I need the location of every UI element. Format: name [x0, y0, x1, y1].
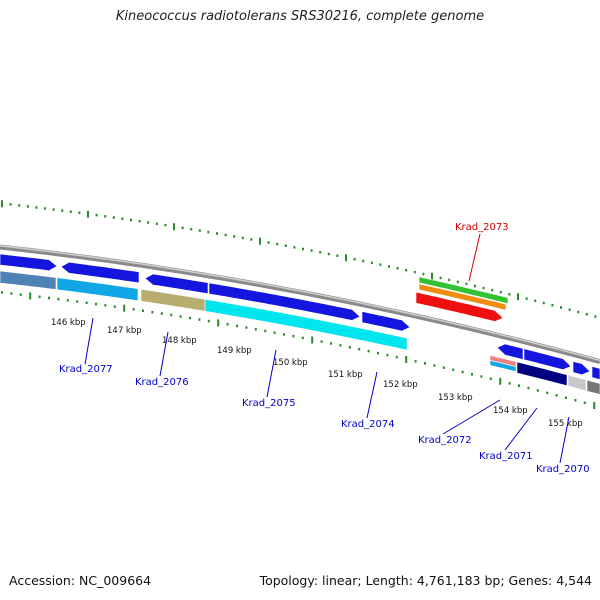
gene-label: Krad_2073 — [455, 222, 509, 233]
gene-label: Krad_2075 — [242, 398, 296, 409]
scale-tick-label: 146 kbp — [51, 318, 86, 328]
gene-label-leader — [559, 416, 570, 464]
gene-arrow — [0, 253, 58, 272]
gene-arrow — [361, 311, 411, 332]
outer-tick-ring — [1, 200, 597, 318]
gene-block — [204, 298, 408, 351]
gene-block — [0, 270, 57, 290]
gene-label: Krad_2077 — [59, 364, 113, 375]
gene-label-leader — [468, 233, 481, 282]
gene-label-leader — [504, 407, 538, 451]
gene-label: Krad_2071 — [479, 451, 533, 462]
features — [0, 253, 600, 395]
gene-arrow — [496, 343, 524, 360]
gene-arrow — [572, 361, 591, 376]
scale-tick-label: 155 kbp — [548, 419, 583, 429]
backbone — [0, 244, 600, 365]
scale-tick-label: 147 kbp — [107, 326, 142, 336]
scale-tick-label: 149 kbp — [217, 346, 252, 356]
backbone-highlight — [0, 245, 600, 362]
gene-label-leader — [366, 371, 378, 419]
gene-block — [418, 276, 509, 305]
scale-tick-label: 153 kbp — [438, 393, 473, 403]
scale-tick-label: 152 kbp — [383, 380, 418, 390]
scale-tick-label: 150 kbp — [273, 358, 308, 368]
inner-tick-ring — [1, 291, 596, 410]
gene-block — [586, 379, 600, 395]
scale-labels: 146 kbp 147 kbp 148 kbp 149 kbp 150 kbp 151 k… — [51, 318, 583, 429]
scale-tick-label: 151 kbp — [328, 370, 363, 380]
gene-label: Krad_2070 — [536, 464, 590, 475]
gene-label: Krad_2076 — [135, 377, 189, 388]
gene-label: Krad_2072 — [418, 435, 472, 446]
gene-block — [489, 359, 517, 373]
gene-block — [567, 374, 587, 392]
accession-text: Accession: NC_009664 — [9, 573, 152, 588]
gene-block — [418, 283, 507, 311]
gene-arrow — [523, 348, 572, 371]
gene-block — [140, 288, 206, 312]
gene-label-leader — [442, 399, 501, 435]
gene-arrow — [144, 273, 209, 295]
gene-arrow — [591, 366, 600, 380]
gene-labels: Krad_2077 Krad_2076 Krad_2075 Krad_2074 Krad… — [59, 222, 590, 475]
gene-block — [56, 277, 139, 302]
gene-label: Krad_2074 — [341, 419, 395, 430]
gene-arrow — [208, 282, 361, 321]
scale-tick-label: 154 kbp — [493, 406, 528, 416]
gene-label-leader — [84, 317, 94, 365]
gene-arrow — [60, 261, 140, 284]
gene-arrow — [415, 291, 504, 322]
scale-tick-label: 148 kbp — [162, 336, 197, 346]
gene-label-leader — [159, 331, 169, 377]
gene-block — [516, 361, 568, 387]
topology-summary: Topology: linear; Length: 4,761,183 bp; … — [259, 573, 592, 588]
backbone-line — [0, 244, 600, 365]
gene-label-leader — [266, 349, 277, 398]
map-title: Kineococcus radiotolerans SRS30216, comp… — [115, 9, 485, 24]
